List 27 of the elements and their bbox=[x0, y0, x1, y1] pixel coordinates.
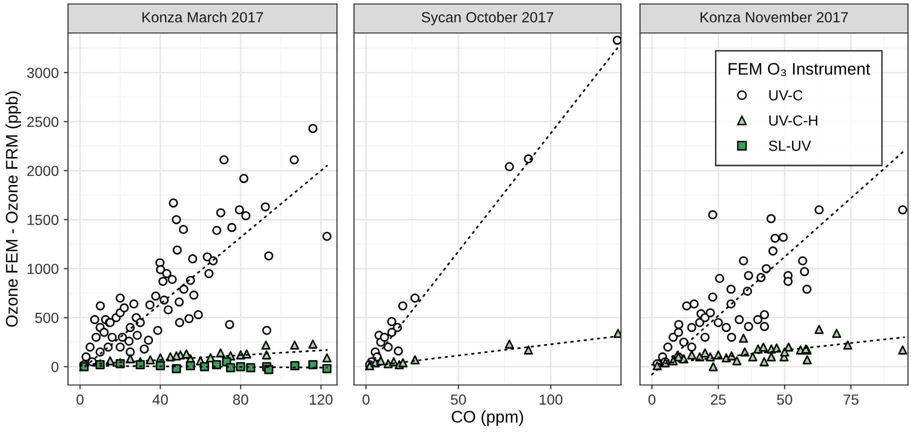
chart-title: Konza March 2017 bbox=[142, 12, 263, 22]
x-tick-label: 100 bbox=[540, 394, 562, 405]
x-tick-label: 80 bbox=[233, 394, 248, 405]
x-tick-label: 120 bbox=[310, 394, 333, 405]
chart-title: Konza November 2017 bbox=[700, 12, 848, 22]
x-tick-label: 40 bbox=[152, 394, 168, 405]
y-tick-label: 500 bbox=[35, 312, 58, 324]
legend-label: SL-UV bbox=[768, 140, 812, 151]
legend-label: UV-C bbox=[769, 90, 802, 100]
y-tick-label: 3000 bbox=[27, 68, 58, 78]
y-tick-label: 0 bbox=[51, 362, 58, 372]
x-tick-label: 75 bbox=[844, 394, 858, 405]
x-tick-label: 0 bbox=[648, 394, 656, 405]
x-tick-label: 50 bbox=[777, 394, 792, 405]
x-axis-title: CO (ppm) bbox=[452, 410, 524, 426]
x-tick-label: 50 bbox=[450, 394, 466, 405]
y-axis-title: Ozone FEM - Ozone FRM (ppb) bbox=[5, 91, 21, 327]
x-tick-label: 0 bbox=[76, 394, 84, 405]
y-tick-label: 1500 bbox=[28, 214, 58, 226]
y-tick-label: 1000 bbox=[28, 264, 58, 274]
x-tick-label: 25 bbox=[710, 394, 726, 405]
legend-label: UV-C-H bbox=[769, 115, 818, 126]
x-tick-label: 0 bbox=[362, 394, 370, 405]
y-tick-label: 2000 bbox=[27, 166, 58, 176]
legend-title: FEM O₃ Instrument bbox=[728, 62, 870, 76]
chart-title: Sycan October 2017 bbox=[422, 12, 554, 26]
y-tick-label: 2500 bbox=[27, 116, 58, 128]
